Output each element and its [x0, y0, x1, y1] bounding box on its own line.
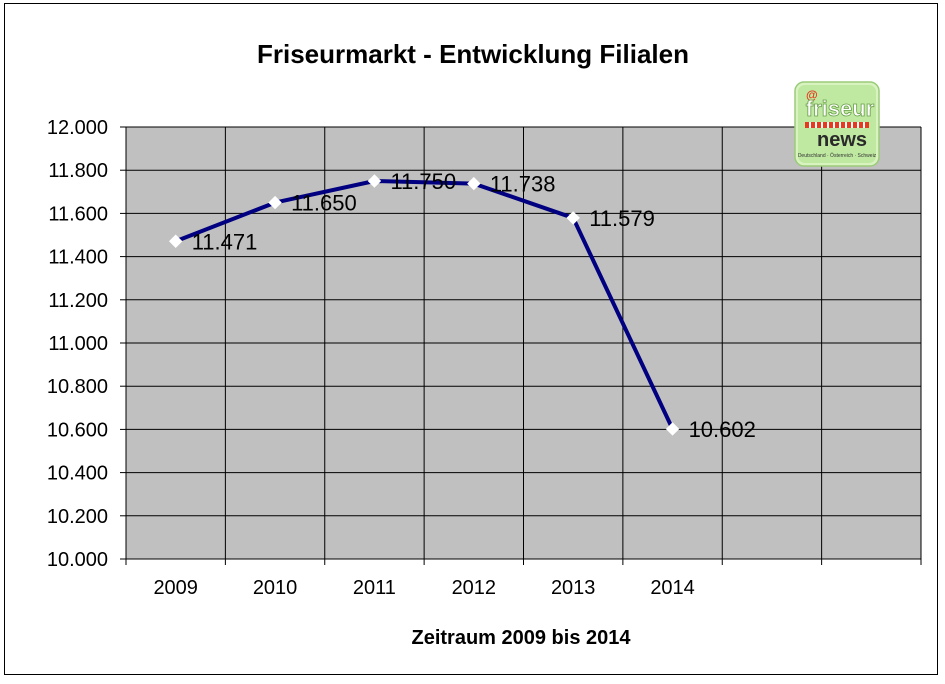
series-line — [168, 174, 680, 436]
svg-text:friseur: friseur — [806, 96, 875, 121]
svg-text:news: news — [817, 129, 867, 151]
data-point-marker — [566, 211, 580, 225]
data-label: 11.650 — [291, 191, 357, 216]
data-point-marker — [367, 174, 382, 188]
y-tick-label: 10.200 — [47, 506, 108, 528]
friseur-news-logo: @ friseur news Deutschland · Österreich … — [794, 81, 880, 167]
y-tick-label: 11.200 — [48, 290, 108, 312]
x-tick-label: 2012 — [452, 577, 497, 599]
x-axis-ticks: 2009 2010 2011 2012 2013 2014 — [153, 577, 694, 599]
data-label: 10.602 — [689, 417, 756, 442]
data-point-marker — [467, 176, 481, 191]
data-point-marker — [665, 422, 680, 436]
logo-stripe — [805, 122, 869, 128]
y-tick-label: 11.400 — [48, 247, 108, 269]
line-chart: Friseurmarkt - Entwicklung Filialen 10.0… — [47, 39, 922, 649]
data-point-marker — [168, 234, 183, 248]
chart-frame: Friseurmarkt - Entwicklung Filialen 10.0… — [4, 3, 938, 675]
x-tick-label: 2009 — [153, 577, 198, 599]
data-label: 11.738 — [490, 172, 556, 197]
y-tick-label: 10.400 — [47, 463, 108, 485]
y-tick-label: 11.000 — [48, 333, 108, 355]
svg-text:Deutschland · Österreich · Sch: Deutschland · Österreich · Schweiz — [798, 152, 877, 159]
y-tick-label: 11.600 — [48, 203, 108, 225]
y-tick-label: 10.800 — [47, 376, 108, 398]
series-path — [174, 179, 675, 430]
data-label: 11.579 — [589, 206, 655, 231]
x-tick-label: 2010 — [253, 577, 298, 599]
x-axis-title: Zeitraum 2009 bis 2014 — [411, 627, 631, 649]
y-tick-label: 12.000 — [47, 117, 108, 139]
y-tick-label: 10.000 — [47, 549, 108, 571]
svg-text:@: @ — [806, 88, 818, 102]
chart-title: Friseurmarkt - Entwicklung Filialen — [257, 39, 689, 69]
y-tick-label: 10.600 — [47, 419, 108, 441]
y-tick-label: 11.800 — [48, 160, 108, 182]
data-label: 11.471 — [192, 229, 258, 254]
data-labels: 11.471 11.650 11.750 11.738 11.579 10.602 — [192, 169, 756, 442]
x-tick-label: 2014 — [650, 577, 695, 599]
data-point-marker — [268, 195, 282, 210]
x-tick-label: 2013 — [551, 577, 596, 599]
x-tick-label: 2011 — [353, 577, 396, 599]
y-axis-ticks: 10.000 10.200 10.400 10.600 10.800 11.000 11.2… — [47, 117, 108, 571]
data-label: 11.750 — [390, 169, 456, 194]
